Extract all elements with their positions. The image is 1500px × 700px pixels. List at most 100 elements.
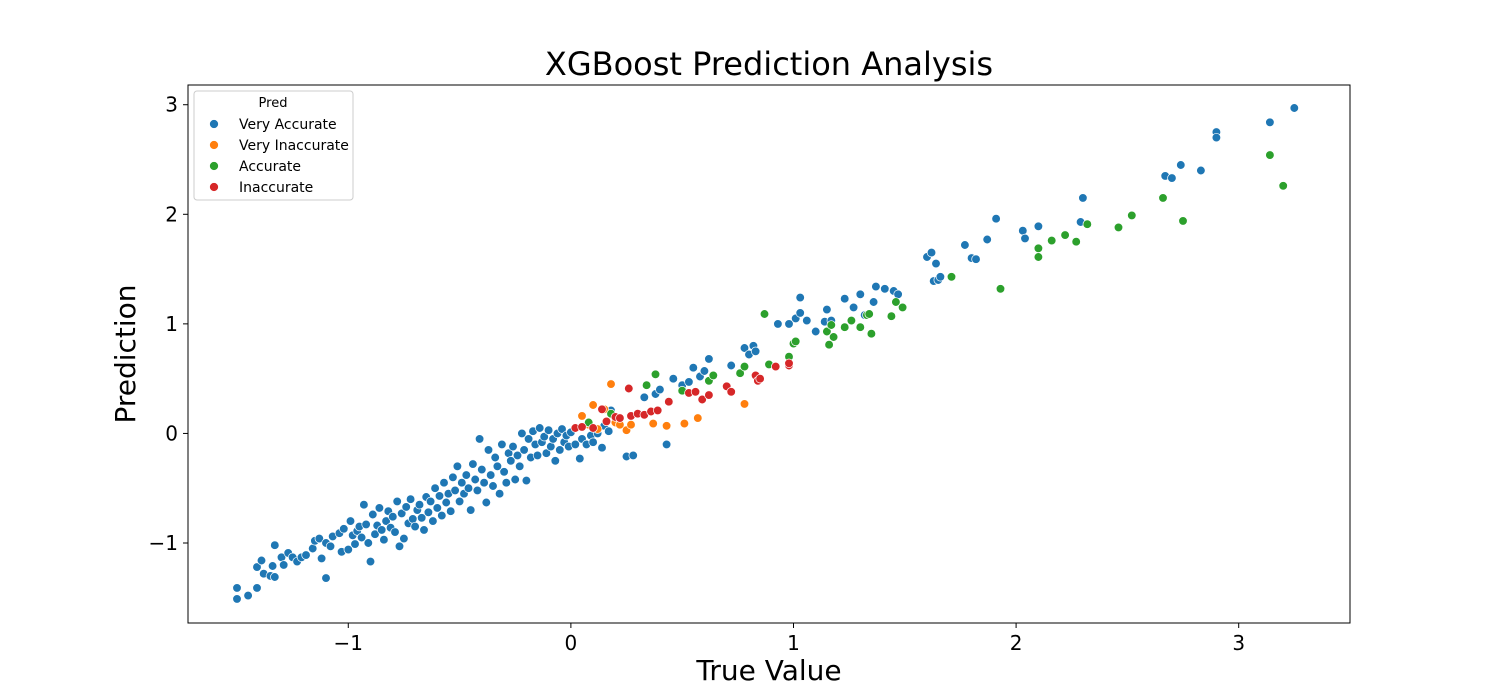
point-series-0-91 <box>481 497 491 508</box>
point-series-0-51 <box>392 496 402 507</box>
point-series-0-105 <box>512 450 523 461</box>
point-series-0-201 <box>1265 117 1275 127</box>
point-series-0-68 <box>430 483 440 493</box>
point-series-0-200 <box>1211 132 1222 143</box>
point-series-3-23 <box>771 361 781 372</box>
point-series-3-22 <box>755 374 765 384</box>
point-series-0-178 <box>893 289 903 299</box>
point-series-0-10 <box>270 572 280 582</box>
point-series-0-182 <box>931 258 941 269</box>
point-series-0-184 <box>935 272 946 282</box>
point-series-0-176 <box>880 284 890 294</box>
point-series-2-16 <box>826 320 836 330</box>
point-series-0-85 <box>468 459 478 469</box>
point-series-0-175 <box>871 281 881 292</box>
point-series-0-151 <box>688 363 698 373</box>
point-series-0-73 <box>441 497 451 508</box>
point-series-3-4 <box>601 416 612 427</box>
point-series-0-70 <box>434 491 445 501</box>
point-series-2-33 <box>1071 237 1081 247</box>
point-series-0-97 <box>494 489 505 499</box>
point-series-0-135 <box>588 437 598 447</box>
point-series-0-107 <box>517 428 527 439</box>
point-series-2-2 <box>641 380 652 390</box>
point-series-0-79 <box>454 496 465 507</box>
points-layer <box>232 103 1299 604</box>
point-series-0-2 <box>243 590 253 601</box>
point-series-0-3 <box>252 583 262 593</box>
point-series-1-5 <box>606 379 616 389</box>
point-series-1-14 <box>739 399 750 409</box>
point-series-2-37 <box>1158 193 1168 203</box>
point-series-0-100 <box>501 478 511 488</box>
point-series-0-55 <box>401 502 411 512</box>
point-series-2-18 <box>840 322 850 332</box>
point-series-0-147 <box>661 439 672 450</box>
legend: Pred Very Accurate Very Inaccurate Accurat… <box>193 90 354 201</box>
point-series-0-172 <box>855 289 865 299</box>
point-series-0-122 <box>550 456 560 466</box>
point-series-3-25 <box>784 358 794 368</box>
point-series-0-148 <box>668 374 678 384</box>
point-series-3-2 <box>588 423 598 433</box>
point-series-0-196 <box>1167 173 1177 183</box>
point-series-1-9 <box>626 420 636 430</box>
point-series-3-15 <box>690 387 701 397</box>
legend-label-very-accurate: Very Accurate <box>239 117 337 133</box>
point-series-0-190 <box>1018 226 1028 236</box>
point-series-0-115 <box>535 423 545 433</box>
point-series-0-4 <box>252 562 262 572</box>
y-axis-title: Prediction <box>109 284 142 423</box>
x-tick-label-4: 3 <box>1232 631 1245 655</box>
point-series-0-77 <box>450 485 460 496</box>
point-series-0-131 <box>575 453 585 464</box>
legend-items: Very Accurate Very Inaccurate Accurate Inac… <box>209 117 349 196</box>
point-series-0-65 <box>423 507 434 517</box>
point-series-0-30 <box>345 516 356 526</box>
point-series-2-19 <box>846 315 857 326</box>
legend-label-very-inaccurate: Very Inaccurate <box>239 138 349 154</box>
point-series-0-63 <box>419 525 429 535</box>
point-series-1-11 <box>661 421 672 431</box>
point-series-3-1 <box>577 422 587 432</box>
chart-title: XGBoost Prediction Analysis <box>545 45 993 83</box>
legend-marker-very-inaccurate <box>209 140 219 150</box>
point-series-0-84 <box>466 505 476 515</box>
point-series-0-146 <box>655 384 665 395</box>
legend-label-accurate: Accurate <box>239 159 301 175</box>
point-series-0-71 <box>437 510 447 521</box>
point-series-0-62 <box>417 513 427 523</box>
point-series-0-198 <box>1196 165 1206 176</box>
point-series-0-164 <box>795 308 805 318</box>
point-series-2-7 <box>735 368 745 378</box>
point-series-0-163 <box>795 292 805 303</box>
point-series-0-83 <box>463 483 474 493</box>
point-series-0-191 <box>1020 233 1030 244</box>
point-series-0-125 <box>557 424 567 434</box>
legend-marker-inaccurate <box>209 182 219 192</box>
point-series-0-61 <box>414 500 425 510</box>
point-series-0-187 <box>971 254 981 264</box>
point-series-0-57 <box>405 494 416 504</box>
point-series-0-82 <box>461 470 471 480</box>
point-series-0-124 <box>555 445 565 455</box>
point-series-2-25 <box>891 297 901 307</box>
point-series-0-36 <box>359 500 369 510</box>
point-series-0-118 <box>541 448 552 458</box>
point-series-2-30 <box>1033 252 1044 262</box>
point-series-0-35 <box>356 532 367 543</box>
point-series-0-49 <box>388 512 398 522</box>
point-series-0-110 <box>523 434 534 444</box>
point-series-0-50 <box>390 527 400 537</box>
point-series-0-80 <box>457 478 467 488</box>
point-series-0-139 <box>604 426 614 436</box>
point-series-0-39 <box>365 556 376 567</box>
point-series-0-45 <box>379 535 389 545</box>
point-series-1-10 <box>648 418 658 429</box>
point-series-3-6 <box>615 413 625 423</box>
point-series-2-27 <box>946 272 957 282</box>
point-series-2-6 <box>708 370 718 381</box>
point-series-0-69 <box>432 503 442 513</box>
point-series-0-92 <box>483 445 494 455</box>
